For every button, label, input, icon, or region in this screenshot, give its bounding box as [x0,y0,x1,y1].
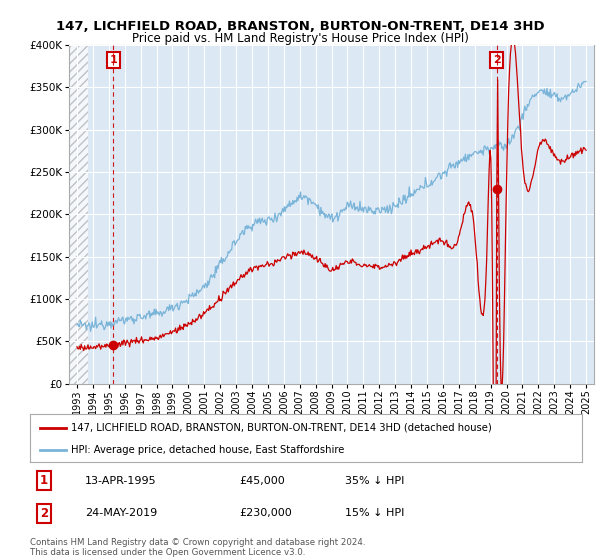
Text: 147, LICHFIELD ROAD, BRANSTON, BURTON-ON-TRENT, DE14 3HD (detached house): 147, LICHFIELD ROAD, BRANSTON, BURTON-ON… [71,423,492,433]
Text: 2: 2 [493,55,500,65]
Text: £230,000: £230,000 [240,508,293,518]
Text: 147, LICHFIELD ROAD, BRANSTON, BURTON-ON-TRENT, DE14 3HD: 147, LICHFIELD ROAD, BRANSTON, BURTON-ON… [56,20,544,32]
Text: £45,000: £45,000 [240,476,286,486]
Text: 2: 2 [40,507,48,520]
Text: 24-MAY-2019: 24-MAY-2019 [85,508,157,518]
Text: HPI: Average price, detached house, East Staffordshire: HPI: Average price, detached house, East… [71,445,345,455]
Text: Contains HM Land Registry data © Crown copyright and database right 2024.
This d: Contains HM Land Registry data © Crown c… [30,538,365,557]
Text: 15% ↓ HPI: 15% ↓ HPI [344,508,404,518]
Text: 35% ↓ HPI: 35% ↓ HPI [344,476,404,486]
Bar [69,45,88,384]
Text: Price paid vs. HM Land Registry's House Price Index (HPI): Price paid vs. HM Land Registry's House … [131,32,469,45]
Text: 1: 1 [40,474,48,487]
Text: 13-APR-1995: 13-APR-1995 [85,476,157,486]
Text: 1: 1 [109,55,117,65]
